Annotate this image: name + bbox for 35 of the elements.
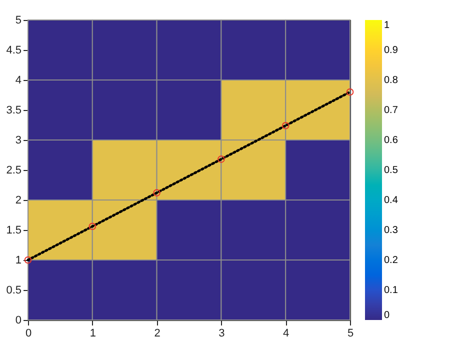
x-tick-label: 5 (347, 328, 354, 340)
y-tick-label: 0.5 (6, 284, 22, 296)
y-tick-label: 4.5 (6, 44, 22, 56)
point (218, 156, 225, 163)
x-tick-label: 1 (90, 328, 96, 340)
x-tick-label: 0 (25, 328, 32, 340)
color-bar-label: 0.8 (384, 75, 398, 86)
point (24, 256, 32, 264)
color-bar-label: 0.4 (384, 195, 398, 206)
y-tick-label: 1 (15, 254, 22, 266)
color-bar-label: 1 (384, 20, 390, 31)
color-bar-label: 0.1 (384, 285, 398, 296)
y-tick-label: 0 (15, 314, 22, 326)
color-bar-label: 0.7 (384, 105, 398, 116)
color-bar-label: 0.3 (384, 225, 398, 236)
y-tick-label: 2 (15, 194, 22, 206)
point (282, 122, 290, 130)
y-tick-label: 3.5 (6, 104, 22, 116)
point (346, 88, 354, 96)
y-tick-label: 3 (15, 134, 22, 146)
x-tick-label: 3 (218, 328, 225, 340)
y-tick-label: 2.5 (6, 164, 22, 176)
line-series (26, 90, 352, 262)
y-tick-label: 4 (15, 74, 22, 86)
point (88, 222, 96, 230)
color-bar-label: 0.5 (384, 165, 398, 176)
color-bar-label: 0 (384, 310, 390, 321)
color-bar-label: 0.6 (384, 135, 398, 146)
x-tick-label: 4 (283, 328, 290, 340)
color-bar-label: 0.9 (384, 45, 398, 56)
point (153, 189, 160, 196)
x-tick-label: 2 (154, 328, 160, 340)
y-tick-label: 5 (15, 14, 22, 26)
y-tick-label: 1.5 (6, 224, 22, 236)
color-bar-label: 0.2 (384, 255, 398, 266)
